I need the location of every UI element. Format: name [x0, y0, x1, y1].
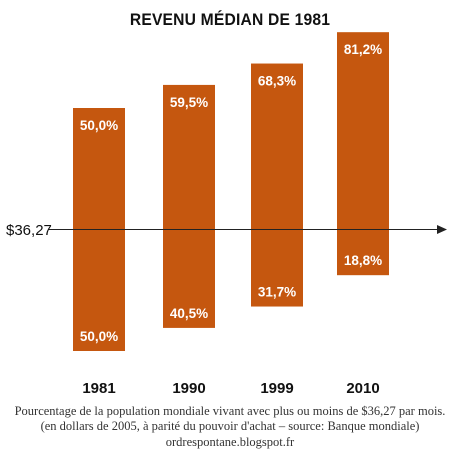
- threshold-arrowhead: [437, 225, 447, 234]
- threshold-label: $36,27: [6, 222, 52, 239]
- above-label-2010: 81,2%: [344, 42, 382, 57]
- below-label-1999: 31,7%: [258, 285, 296, 300]
- above-label-1990: 59,5%: [170, 95, 208, 110]
- above-label-1981: 50,0%: [80, 118, 118, 133]
- below-label-2010: 18,8%: [344, 253, 382, 268]
- chart-title: REVENU MÉDIAN DE 1981: [129, 10, 331, 29]
- below-label-1990: 40,5%: [170, 306, 208, 321]
- bar-1990: [163, 84, 215, 328]
- x-tick-label-1990: 1990: [172, 380, 205, 397]
- caption-line-1: Pourcentage de la population mondiale vi…: [14, 404, 446, 418]
- x-tick-label-1981: 1981: [82, 380, 115, 397]
- bar-2010: [337, 32, 389, 276]
- x-tick-label-2010: 2010: [346, 380, 379, 397]
- caption-line-2: (en dollars de 2005, à parité du pouvoir…: [40, 419, 420, 433]
- above-label-1999: 68,3%: [258, 74, 296, 89]
- caption-source: ordrespontane.blogspot.fr: [165, 435, 295, 449]
- x-tick-label-1999: 1999: [260, 380, 293, 397]
- below-label-1981: 50,0%: [80, 329, 118, 344]
- bar-1999: [251, 63, 303, 307]
